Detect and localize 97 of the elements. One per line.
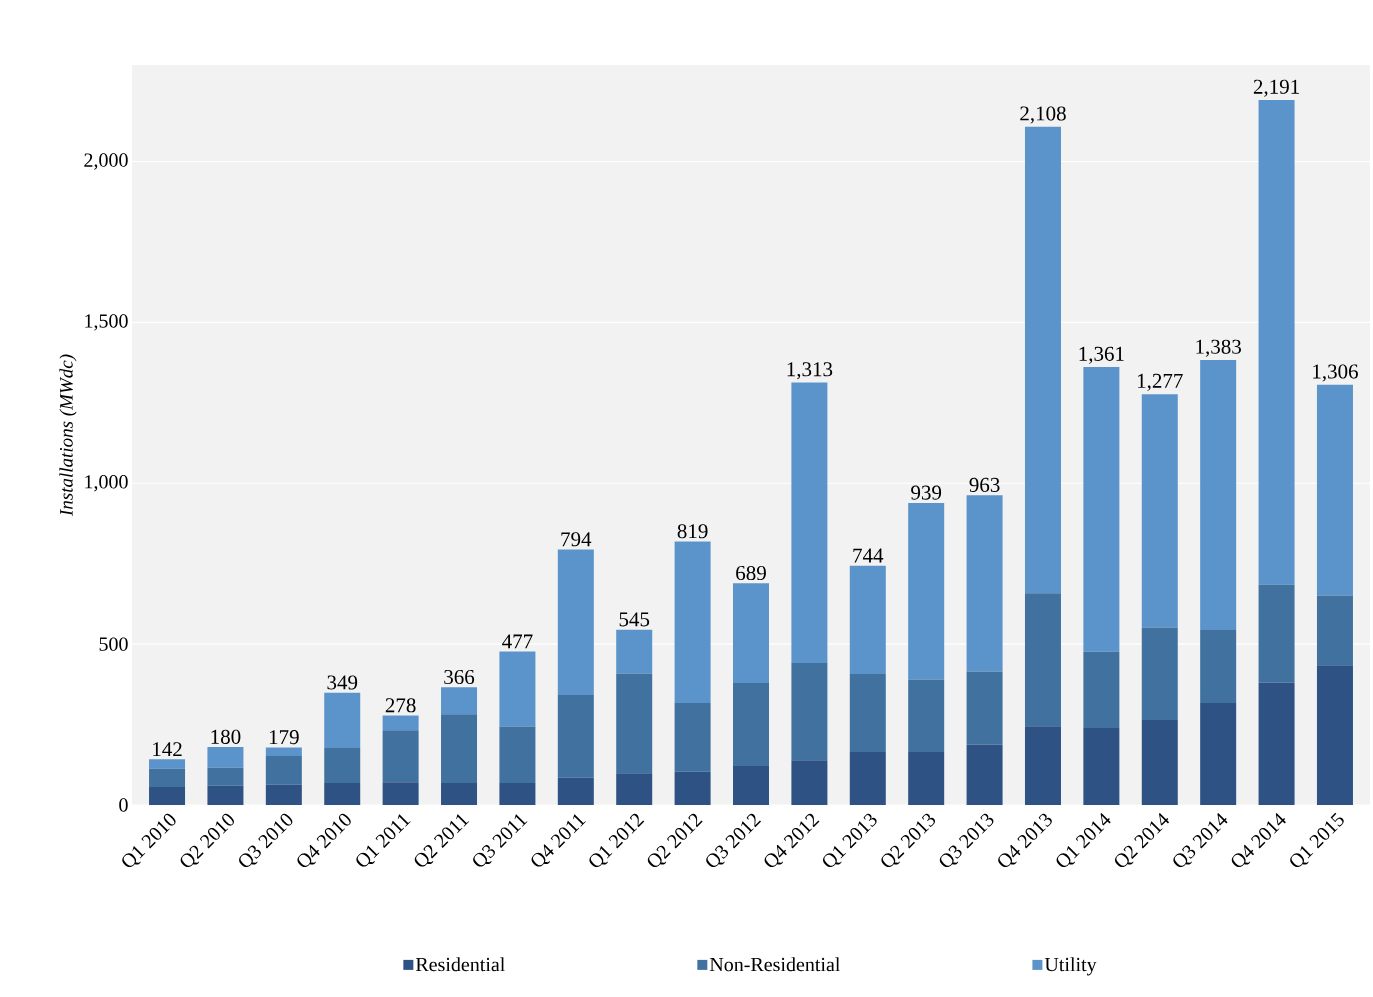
total-label: 1,277 [1138, 373, 1183, 391]
bar [1024, 726, 1061, 805]
total-label: 963 [969, 477, 1000, 492]
bar [324, 692, 361, 749]
x-tick-label: Q1 2011 [356, 814, 411, 867]
bar [733, 766, 769, 805]
bar [149, 786, 186, 805]
bar [1200, 629, 1237, 704]
bar [966, 744, 1003, 805]
bar [908, 679, 945, 752]
bar [791, 382, 828, 664]
bar [382, 782, 419, 805]
bar [557, 777, 594, 805]
total-label: 689 [736, 565, 766, 581]
bar [616, 629, 653, 674]
total-label: 1,306 [1313, 364, 1358, 382]
bar [674, 541, 711, 704]
bar [1200, 703, 1237, 805]
bar [149, 768, 186, 787]
total-label: 939 [911, 485, 942, 500]
y-tick-label: 1,000 [85, 475, 128, 492]
y-tick-label: 500 [99, 637, 128, 651]
legend-label: Non-Residential [709, 957, 841, 972]
total-label: 349 [327, 675, 358, 690]
x-tick-label: Q2 2011 [414, 814, 469, 867]
total-label: 366 [444, 669, 475, 685]
bar [1258, 100, 1295, 585]
bar [382, 715, 419, 731]
bar [616, 773, 653, 805]
bar [499, 783, 536, 805]
bar [265, 756, 302, 785]
total-label: 1,313 [787, 362, 833, 380]
bar [499, 651, 536, 727]
bar [207, 747, 244, 768]
bar [265, 747, 302, 757]
bar [849, 751, 886, 805]
bar [441, 687, 478, 715]
bar [557, 694, 594, 778]
bar [441, 783, 478, 805]
y-tick-label: 0 [119, 798, 128, 812]
bar [966, 495, 1003, 672]
bar [966, 671, 1003, 745]
bar [207, 767, 244, 786]
bar [382, 730, 419, 783]
bar [1083, 651, 1120, 729]
bar [1024, 126, 1061, 594]
bar [733, 583, 769, 684]
bar [441, 714, 478, 784]
bar [1141, 720, 1178, 805]
bar [324, 748, 361, 784]
bar [1083, 367, 1120, 652]
total-label: 180 [211, 729, 241, 744]
total-label: 477 [502, 634, 533, 649]
bar [1141, 627, 1178, 721]
total-label: 1,383 [1196, 339, 1241, 357]
bar [557, 549, 594, 695]
total-label: 2,191 [1253, 79, 1299, 97]
bar [499, 726, 536, 784]
total-label: 2,108 [1020, 106, 1066, 124]
bar [1083, 728, 1120, 805]
bar [1200, 360, 1237, 630]
bar [1258, 682, 1295, 805]
total-label: 142 [153, 742, 182, 757]
y-tick-label: 2,000 [84, 153, 128, 170]
bar [849, 565, 886, 675]
bar [1316, 384, 1353, 596]
bar [207, 785, 244, 805]
total-label: 545 [619, 612, 650, 627]
legend-label: Residential [415, 957, 505, 972]
bar [849, 674, 886, 752]
bar [1316, 665, 1353, 805]
bar [1024, 593, 1061, 727]
bar [324, 783, 361, 805]
bar [149, 759, 186, 769]
total-label: 744 [853, 548, 884, 563]
total-label: 819 [677, 524, 708, 539]
bar [1316, 595, 1353, 666]
total-label: 794 [561, 532, 592, 547]
bar [616, 673, 653, 774]
bar [908, 502, 945, 680]
x-tick-label: Q3 2011 [473, 814, 528, 867]
legend-label: Utility [1044, 957, 1097, 976]
total-label: 1,361 [1079, 346, 1124, 364]
bar [791, 760, 828, 805]
bar [733, 683, 769, 767]
bar [1258, 584, 1295, 683]
total-label: 179 [269, 730, 299, 745]
bar [674, 703, 711, 772]
bar [265, 784, 302, 805]
bar [1141, 394, 1178, 628]
total-label: 278 [385, 698, 416, 713]
y-tick-label: 1,500 [85, 314, 128, 331]
bar [908, 751, 945, 805]
x-tick-label: Q4 2011 [531, 814, 586, 867]
y-axis-title: Installations (MWdc) [59, 354, 77, 517]
bar [674, 771, 711, 805]
bar [791, 663, 828, 761]
